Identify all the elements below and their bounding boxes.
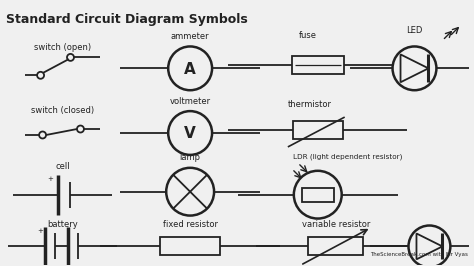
Text: Standard Circuit Diagram Symbols: Standard Circuit Diagram Symbols — [6, 13, 247, 26]
Circle shape — [67, 54, 74, 61]
Bar — [293, 121, 343, 139]
Bar — [308, 238, 363, 255]
Bar — [302, 188, 334, 202]
Text: TheScienceBreak.com with Mr Vyas: TheScienceBreak.com with Mr Vyas — [371, 252, 468, 257]
Text: V: V — [184, 127, 196, 142]
Text: ammeter: ammeter — [171, 32, 210, 41]
Text: fuse: fuse — [299, 31, 317, 40]
Circle shape — [409, 226, 450, 266]
Text: +: + — [47, 176, 54, 182]
Text: +: + — [37, 228, 44, 235]
Polygon shape — [401, 55, 428, 82]
Circle shape — [168, 111, 212, 155]
Text: lamp: lamp — [180, 153, 201, 162]
Bar — [292, 56, 344, 74]
Text: voltmeter: voltmeter — [170, 97, 211, 106]
Text: switch (open): switch (open) — [34, 43, 91, 52]
Text: variable resistor: variable resistor — [301, 220, 370, 229]
Text: fixed resistor: fixed resistor — [163, 220, 218, 229]
Polygon shape — [417, 234, 442, 259]
Circle shape — [39, 131, 46, 139]
Circle shape — [37, 72, 44, 79]
Circle shape — [392, 47, 437, 90]
Circle shape — [166, 168, 214, 215]
Text: LDR (light dependent resistor): LDR (light dependent resistor) — [293, 154, 402, 160]
Circle shape — [77, 126, 84, 132]
Text: cell: cell — [55, 162, 70, 171]
Circle shape — [168, 47, 212, 90]
Text: LED: LED — [407, 26, 423, 35]
Text: battery: battery — [47, 220, 78, 229]
Bar — [160, 238, 220, 255]
Circle shape — [294, 171, 342, 219]
Text: switch (closed): switch (closed) — [31, 106, 94, 115]
Text: A: A — [184, 62, 196, 77]
Text: thermistor: thermistor — [288, 100, 332, 109]
